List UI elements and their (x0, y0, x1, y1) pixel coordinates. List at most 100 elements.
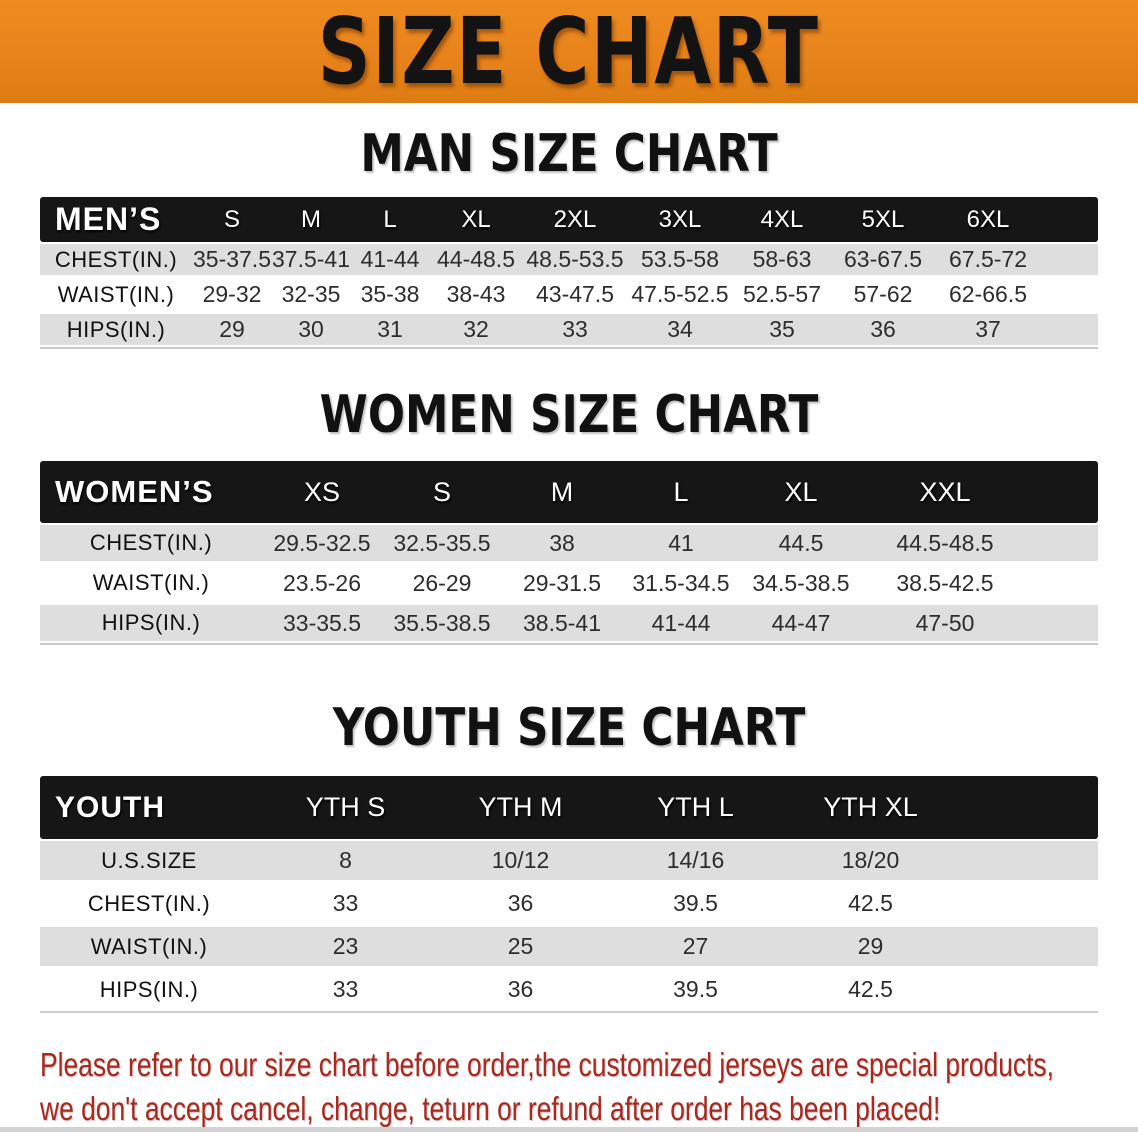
size-cell: 38-43 (430, 277, 522, 312)
size-cell: 35 (732, 312, 832, 347)
size-cell: 41 (622, 523, 740, 563)
spacer-cell (1028, 603, 1098, 643)
size-cell: 14/16 (608, 839, 783, 882)
size-cell: 31.5-34.5 (622, 563, 740, 603)
men-section-heading: MAN SIZE CHART (360, 124, 778, 184)
size-cell: 18/20 (783, 839, 958, 882)
size-cell: 36 (832, 312, 934, 347)
banner: SIZE CHART (0, 0, 1138, 103)
row-label: WAIST(IN.) (40, 925, 258, 968)
size-cell: 35.5-38.5 (382, 603, 502, 643)
size-cell: 63-67.5 (832, 242, 934, 277)
women-col-header: XL (740, 461, 862, 523)
women-chest-row: CHEST(IN.) 29.5-32.5 32.5-35.5 38 41 44.… (40, 523, 1098, 563)
footer-notice: Please refer to our size chart before or… (40, 1043, 1138, 1131)
size-cell: 38.5-42.5 (862, 563, 1028, 603)
men-hips-row: HIPS(IN.) 29 30 31 32 33 34 35 36 37 (40, 312, 1098, 347)
youth-group-label: YOUTH (40, 776, 258, 839)
size-cell: 35-38 (350, 277, 430, 312)
youth-size-table: YOUTH YTH S YTH M YTH L YTH XL U.S.SIZE … (40, 776, 1098, 1013)
women-col-header: S (382, 461, 502, 523)
row-label: CHEST(IN.) (40, 523, 262, 563)
size-cell: 39.5 (608, 882, 783, 925)
spacer-cell (1028, 523, 1098, 563)
size-cell: 67.5-72 (934, 242, 1042, 277)
size-cell: 29 (192, 312, 272, 347)
youth-col-header: YTH M (433, 776, 608, 839)
row-label: HIPS(IN.) (40, 603, 262, 643)
spacer-cell (1028, 563, 1098, 603)
size-cell: 41-44 (622, 603, 740, 643)
size-cell: 32-35 (272, 277, 350, 312)
men-col-header: 3XL (628, 197, 732, 242)
size-cell: 44.5 (740, 523, 862, 563)
row-label: HIPS(IN.) (40, 968, 258, 1011)
size-cell: 35-37.5 (192, 242, 272, 277)
size-cell: 47-50 (862, 603, 1028, 643)
size-cell: 62-66.5 (934, 277, 1042, 312)
size-cell: 42.5 (783, 882, 958, 925)
size-cell: 43-47.5 (522, 277, 628, 312)
women-col-header: L (622, 461, 740, 523)
women-section-heading: WOMEN SIZE CHART (319, 385, 819, 445)
row-label: CHEST(IN.) (40, 882, 258, 925)
size-cell: 29-32 (192, 277, 272, 312)
men-group-label: MEN’S (40, 197, 192, 242)
size-cell: 47.5-52.5 (628, 277, 732, 312)
men-chest-row: CHEST(IN.) 35-37.5 37.5-41 41-44 44-48.5… (40, 242, 1098, 277)
men-size-table: MEN’S S M L XL 2XL 3XL 4XL 5XL 6XL CHEST… (40, 197, 1098, 349)
spacer-cell (1042, 312, 1098, 347)
size-cell: 32 (430, 312, 522, 347)
size-cell: 58-63 (732, 242, 832, 277)
notice-line-2: we don't accept cancel, change, teturn o… (40, 1090, 941, 1127)
spacer-cell (958, 839, 1098, 882)
size-cell: 44-47 (740, 603, 862, 643)
size-cell: 36 (433, 968, 608, 1011)
women-waist-row: WAIST(IN.) 23.5-26 26-29 29-31.5 31.5-34… (40, 563, 1098, 603)
spacer-cell (958, 776, 1098, 839)
size-cell: 29.5-32.5 (262, 523, 382, 563)
size-cell: 37.5-41 (272, 242, 350, 277)
size-cell: 31 (350, 312, 430, 347)
size-cell: 33-35.5 (262, 603, 382, 643)
row-label: U.S.SIZE (40, 839, 258, 882)
size-cell: 33 (522, 312, 628, 347)
spacer-cell (958, 882, 1098, 925)
size-cell: 23 (258, 925, 433, 968)
spacer-cell (958, 968, 1098, 1011)
men-waist-row: WAIST(IN.) 29-32 32-35 35-38 38-43 43-47… (40, 277, 1098, 312)
size-cell: 34 (628, 312, 732, 347)
size-cell: 34.5-38.5 (740, 563, 862, 603)
size-cell: 38.5-41 (502, 603, 622, 643)
size-cell: 39.5 (608, 968, 783, 1011)
women-group-label: WOMEN’S (40, 461, 262, 523)
size-cell: 32.5-35.5 (382, 523, 502, 563)
men-col-header: XL (430, 197, 522, 242)
size-cell: 26-29 (382, 563, 502, 603)
women-col-header: M (502, 461, 622, 523)
size-cell: 44-48.5 (430, 242, 522, 277)
spacer-cell (1042, 197, 1098, 242)
size-cell: 38 (502, 523, 622, 563)
size-cell: 41-44 (350, 242, 430, 277)
youth-ussize-row: U.S.SIZE 8 10/12 14/16 18/20 (40, 839, 1098, 882)
men-col-header: M (272, 197, 350, 242)
size-cell: 23.5-26 (262, 563, 382, 603)
row-label: CHEST(IN.) (40, 242, 192, 277)
size-cell: 52.5-57 (732, 277, 832, 312)
youth-waist-row: WAIST(IN.) 23 25 27 29 (40, 925, 1098, 968)
size-cell: 33 (258, 968, 433, 1011)
women-hips-row: HIPS(IN.) 33-35.5 35.5-38.5 38.5-41 41-4… (40, 603, 1098, 643)
youth-section-heading: YOUTH SIZE CHART (332, 698, 806, 758)
size-cell: 27 (608, 925, 783, 968)
youth-col-header: YTH L (608, 776, 783, 839)
size-cell: 37 (934, 312, 1042, 347)
youth-col-header: YTH S (258, 776, 433, 839)
spacer-cell (958, 925, 1098, 968)
size-cell: 25 (433, 925, 608, 968)
youth-chest-row: CHEST(IN.) 33 36 39.5 42.5 (40, 882, 1098, 925)
men-col-header: 2XL (522, 197, 628, 242)
spacer-cell (1042, 277, 1098, 312)
banner-title: SIZE CHART (318, 0, 820, 105)
